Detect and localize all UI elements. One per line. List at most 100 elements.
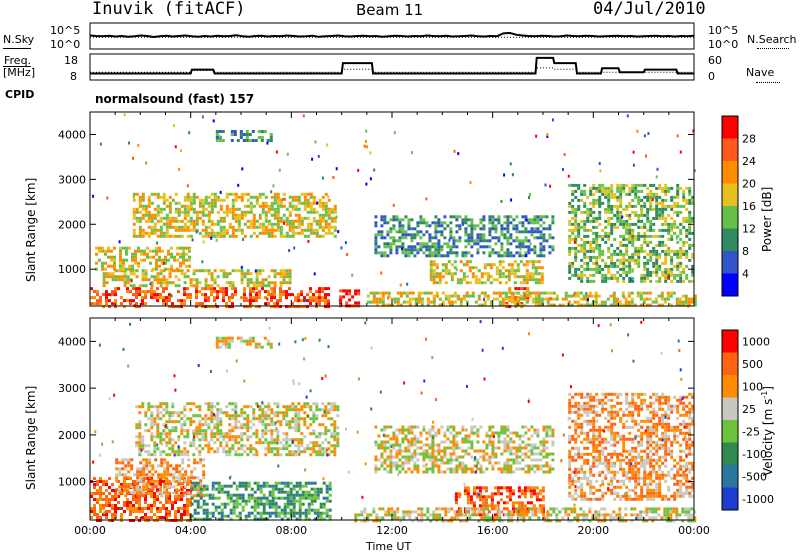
power-echo-cell bbox=[432, 278, 436, 282]
velocity-echo-cell bbox=[213, 417, 217, 421]
velocity-echo-cell bbox=[249, 444, 253, 448]
power-echo-cell bbox=[592, 249, 596, 253]
power-echo-cell bbox=[488, 254, 492, 258]
power-echo-cell bbox=[519, 281, 523, 285]
power-echo-cell bbox=[676, 213, 680, 217]
power-scatter-point bbox=[340, 246, 343, 250]
velocity-echo-cell bbox=[291, 438, 295, 442]
velocity-echo-cell bbox=[374, 440, 378, 444]
power-echo-cell bbox=[655, 210, 659, 214]
power-echo-cell bbox=[571, 231, 575, 235]
velocity-echo-cell bbox=[295, 499, 299, 503]
velocity-echo-cell bbox=[181, 458, 185, 462]
velocity-echo-cell bbox=[319, 517, 323, 521]
power-echo-cell bbox=[518, 245, 522, 249]
power-echo-cell bbox=[676, 261, 680, 265]
power-scatter-point bbox=[271, 290, 273, 294]
power-echo-cell bbox=[655, 198, 659, 202]
power-echo-cell bbox=[177, 207, 181, 211]
power-echo-cell bbox=[177, 284, 181, 288]
velocity-echo-cell bbox=[310, 502, 314, 506]
power-echo-cell bbox=[482, 227, 486, 231]
velocity-echo-cell bbox=[181, 494, 185, 498]
velocity-echo-cell bbox=[193, 458, 197, 462]
power-echo-cell bbox=[595, 225, 599, 229]
velocity-echo-cell bbox=[312, 432, 316, 436]
power-echo-cell bbox=[111, 293, 114, 297]
power-echo-cell bbox=[551, 236, 555, 240]
power-echo-cell bbox=[219, 216, 223, 220]
power-echo-cell bbox=[264, 204, 268, 208]
power-echo-cell bbox=[149, 255, 152, 259]
power-echo-cell bbox=[664, 186, 668, 190]
velocity-echo-cell bbox=[374, 470, 378, 474]
power-echo-cell bbox=[497, 236, 501, 240]
velocity-echo-cell bbox=[232, 481, 236, 485]
velocity-echo-cell bbox=[273, 429, 277, 433]
power-echo-cell bbox=[613, 237, 617, 241]
velocity-echo-cell bbox=[102, 480, 105, 483]
power-echo-cell bbox=[514, 296, 518, 300]
velocity-echo-cell bbox=[217, 496, 221, 500]
power-echo-cell bbox=[132, 216, 136, 220]
velocity-echo-cell bbox=[276, 411, 280, 415]
velocity-echo-cell bbox=[201, 435, 205, 439]
velocity-echo-cell bbox=[230, 339, 234, 343]
velocity-echo-cell bbox=[172, 473, 176, 477]
power-echo-cell bbox=[428, 251, 432, 255]
velocity-echo-cell bbox=[189, 417, 193, 421]
power-echo-cell bbox=[691, 273, 695, 277]
power-echo-cell bbox=[174, 216, 178, 220]
power-echo-cell bbox=[612, 300, 616, 304]
power-echo-cell bbox=[107, 246, 110, 250]
power-echo-cell bbox=[539, 215, 543, 219]
power-echo-cell bbox=[273, 281, 277, 285]
power-echo-cell bbox=[536, 230, 540, 234]
velocity-echo-cell bbox=[279, 423, 283, 427]
power-scatter-point bbox=[457, 152, 460, 156]
power-echo-cell bbox=[516, 266, 520, 270]
velocity-echo-cell bbox=[294, 405, 298, 409]
velocity-echo-cell bbox=[256, 487, 260, 491]
velocity-echo-cell bbox=[416, 470, 420, 474]
power-echo-cell bbox=[264, 284, 268, 288]
power-echo-cell bbox=[210, 275, 214, 279]
power-echo-cell bbox=[252, 296, 255, 300]
power-echo-cell bbox=[189, 216, 193, 220]
velocity-echo-cell bbox=[118, 467, 122, 471]
power-echo-cell bbox=[137, 261, 140, 265]
velocity-echo-cell bbox=[395, 467, 399, 471]
velocity-echo-cell bbox=[312, 447, 316, 451]
power-echo-cell bbox=[610, 195, 614, 199]
power-scatter-point bbox=[500, 199, 503, 203]
power-scatter-point bbox=[656, 167, 659, 171]
velocity-echo-cell bbox=[165, 498, 168, 501]
power-echo-cell bbox=[125, 258, 128, 262]
velocity-echo-cell bbox=[198, 426, 202, 430]
power-echo-cell bbox=[279, 204, 283, 208]
power-echo-cell bbox=[576, 291, 580, 295]
velocity-echo-cell bbox=[214, 508, 218, 512]
power-echo-cell bbox=[300, 305, 303, 309]
power-echo-cell bbox=[551, 218, 555, 222]
power-echo-cell bbox=[414, 297, 418, 301]
power-echo-cell bbox=[568, 270, 572, 274]
power-echo-cell bbox=[688, 231, 692, 235]
velocity-echo-cell bbox=[118, 461, 122, 465]
velocity-echo-cell bbox=[202, 517, 206, 521]
nave-tick-high: 60 bbox=[708, 54, 722, 67]
power-echo-cell bbox=[339, 298, 343, 302]
velocity-echo-cell bbox=[232, 508, 236, 512]
power-echo-cell bbox=[246, 305, 249, 309]
velocity-echo-cell bbox=[228, 450, 232, 454]
power-echo-cell bbox=[453, 291, 457, 295]
power-echo-cell bbox=[583, 267, 587, 271]
power-echo-cell bbox=[667, 231, 671, 235]
velocity-echo-cell bbox=[297, 411, 301, 415]
power-echo-cell bbox=[446, 242, 450, 246]
velocity-echo-cell bbox=[141, 507, 144, 510]
power-echo-cell bbox=[234, 213, 238, 217]
power-echo-cell bbox=[168, 210, 172, 214]
velocity-echo-cell bbox=[261, 414, 265, 418]
power-echo-cell bbox=[237, 207, 241, 211]
